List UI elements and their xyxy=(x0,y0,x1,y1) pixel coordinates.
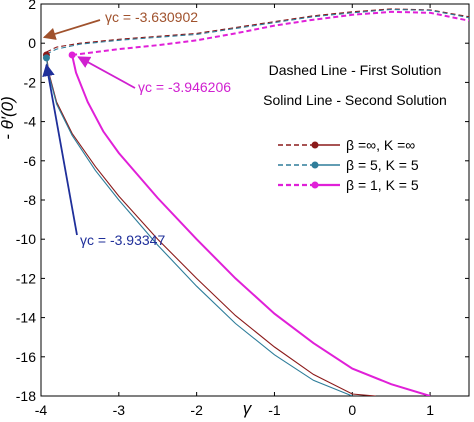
first-solution-line xyxy=(71,10,469,56)
y-axis-label: - θ′(0) xyxy=(0,96,17,140)
legend-label: β =∞, K =∞ xyxy=(346,137,415,153)
critical-callout-arrow xyxy=(42,19,101,40)
series-layer xyxy=(45,8,469,396)
x-tick-label: -1 xyxy=(268,402,281,418)
x-tick-label: -4 xyxy=(35,402,48,418)
y-tick-label: -12 xyxy=(16,270,36,286)
y-tick-label: -6 xyxy=(24,153,37,169)
first-solution-line xyxy=(46,8,469,53)
critical-callout-arrow xyxy=(77,56,136,89)
x-tick-label: -2 xyxy=(190,402,203,418)
axis-ticks: -4 -3 -2 -1 0 120-2-4-6-8-10-12-14-16-18 xyxy=(16,0,469,418)
legend-marker xyxy=(311,181,319,189)
legend: β =∞, K =∞ β = 5, K = 5 β = 1, K = 5 xyxy=(278,137,419,193)
x-tick-label: 0 xyxy=(348,402,356,418)
y-tick-label: -18 xyxy=(16,388,36,404)
x-tick-label: -3 xyxy=(113,402,126,418)
y-tick-label: -2 xyxy=(24,74,37,90)
y-tick-label: 2 xyxy=(28,0,36,12)
critical-callout-arrow xyxy=(42,63,78,236)
first-solution-line xyxy=(46,8,469,55)
legend-label: β = 5, K = 5 xyxy=(346,157,419,173)
second-solution-line xyxy=(71,54,431,396)
legend-label: β = 1, K = 5 xyxy=(346,177,419,193)
x-tick-label: 1 xyxy=(426,402,434,418)
y-tick-label: -16 xyxy=(16,349,36,365)
critical-callout-label: γc = -3.630902 xyxy=(105,9,198,25)
y-tick-label: -8 xyxy=(24,192,37,208)
y-tick-label: -10 xyxy=(16,231,36,247)
critical-point-marker xyxy=(42,54,50,62)
critical-callouts: γc = -3.630902 γc = -3.93347 γc = -3.94620… xyxy=(42,9,231,248)
annotation-solid-line: Solind Line - Second Solution xyxy=(263,92,447,108)
legend-marker xyxy=(311,161,319,169)
critical-callout-label: γc = -3.946206 xyxy=(138,79,231,95)
critical-callout-label: γc = -3.93347 xyxy=(80,232,165,248)
y-tick-label: -4 xyxy=(24,114,37,130)
legend-marker xyxy=(311,141,319,149)
y-tick-label: 0 xyxy=(28,35,36,51)
annotation-dashed-line: Dashed Line - First Solution xyxy=(269,62,442,78)
x-axis-label: γ xyxy=(243,399,253,418)
critical-markers xyxy=(42,51,76,62)
critical-point-marker xyxy=(68,51,76,59)
y-tick-label: -14 xyxy=(16,310,36,326)
second-solution-line xyxy=(45,57,353,396)
